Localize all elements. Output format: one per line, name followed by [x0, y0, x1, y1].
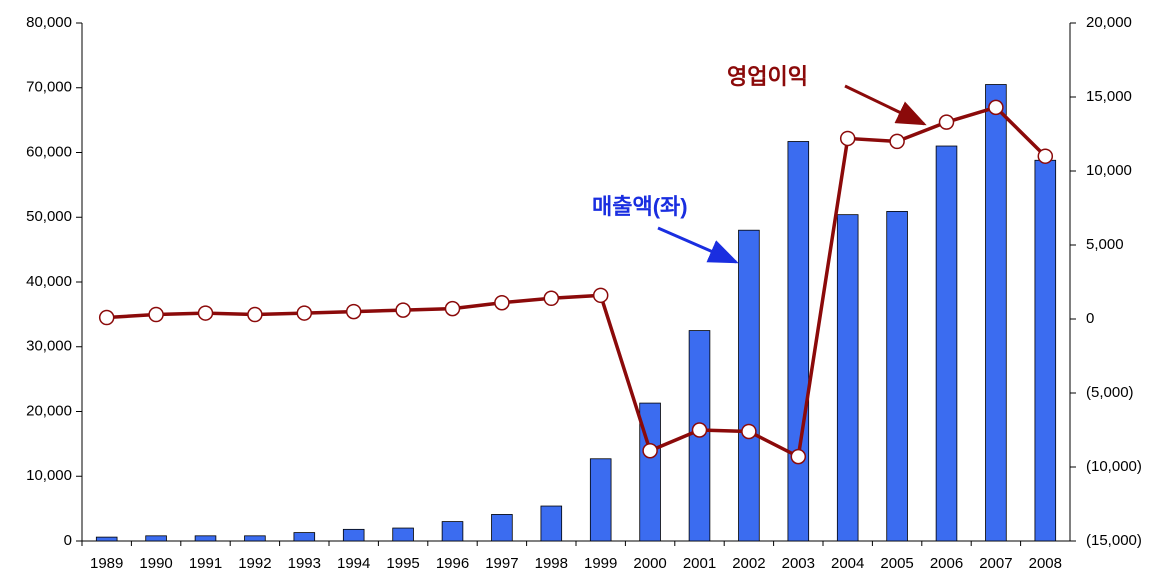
bar — [293, 532, 316, 542]
bar — [985, 84, 1007, 542]
bar — [244, 535, 266, 542]
x-tick-label: 2000 — [633, 555, 666, 572]
x-tick-label: 2007 — [979, 555, 1012, 572]
bar — [886, 211, 908, 542]
bar — [540, 505, 563, 542]
series-annotation: 영업이익 — [727, 64, 808, 89]
annotation-arrow — [657, 226, 739, 264]
annotation-arrow — [844, 84, 927, 126]
x-tick-label: 2005 — [880, 555, 913, 572]
x-tick-label: 1997 — [485, 555, 518, 572]
x-tick-label: 1989 — [90, 555, 123, 572]
x-tick-label: 2006 — [930, 555, 963, 572]
point — [691, 422, 708, 438]
y2-tick-label: 5,000 — [1086, 236, 1124, 253]
bar — [836, 214, 859, 542]
x-tick-label: 2003 — [782, 555, 815, 572]
bar — [491, 514, 513, 542]
point — [247, 306, 263, 323]
x-tick-label: 1991 — [189, 555, 222, 572]
point — [741, 423, 757, 440]
y2-tick-label: 0 — [1086, 310, 1094, 327]
point — [1037, 148, 1054, 164]
x-tick-label: 2004 — [831, 555, 864, 572]
y-tick-label: 0 — [64, 532, 72, 549]
bar — [935, 145, 958, 542]
bar — [441, 521, 464, 542]
bar — [194, 535, 217, 542]
bar — [738, 229, 760, 542]
y-tick-label: 20,000 — [26, 402, 72, 419]
bar — [342, 528, 365, 542]
line — [106, 105, 1047, 460]
y2-tick-label: (10,000) — [1086, 458, 1142, 475]
point — [296, 305, 313, 321]
point — [494, 294, 510, 311]
point — [988, 99, 1004, 116]
point — [839, 130, 856, 147]
point — [889, 133, 905, 150]
x-tick-label: 1993 — [288, 555, 321, 572]
point — [938, 114, 955, 130]
y-tick-label: 80,000 — [26, 14, 72, 31]
point — [790, 448, 807, 465]
y-tick-label: 40,000 — [26, 273, 72, 290]
point — [197, 305, 214, 321]
point — [444, 300, 461, 317]
y-tick-label: 50,000 — [26, 208, 72, 225]
y2-tick-label: (5,000) — [1086, 384, 1134, 401]
y2-tick-label: 10,000 — [1086, 162, 1132, 179]
x-tick-label: 2008 — [1029, 555, 1062, 572]
x-tick-label: 1996 — [436, 555, 469, 572]
point — [642, 442, 658, 459]
x-tick-label: 1995 — [386, 555, 419, 572]
x-tick-label: 1994 — [337, 555, 370, 572]
y2-tick-label: (15,000) — [1086, 532, 1142, 549]
point — [592, 287, 609, 304]
x-tick-label: 2002 — [732, 555, 765, 572]
x-tick-label: 1990 — [139, 555, 172, 572]
bar — [95, 536, 118, 542]
y2-tick-label: 20,000 — [1086, 14, 1132, 31]
bar — [145, 535, 167, 542]
y-tick-label: 60,000 — [26, 143, 72, 160]
x-tick-label: 2001 — [683, 555, 716, 572]
point — [345, 303, 362, 320]
point — [98, 309, 115, 326]
plot-area: 0 10,000 20,000 30,000 40,000 50,000 60,000 70,… — [26, 14, 1142, 572]
y-tick-label: 30,000 — [26, 338, 72, 355]
y-tick-label: 10,000 — [26, 467, 72, 484]
bar — [1034, 159, 1057, 542]
point — [543, 290, 560, 307]
bar — [589, 458, 612, 542]
x-tick-label: 1998 — [535, 555, 568, 572]
bar — [787, 141, 810, 542]
series-annotation: 매출액(좌) — [592, 194, 688, 219]
bar — [392, 527, 414, 542]
y-tick-label: 70,000 — [26, 79, 72, 96]
x-tick-label: 1992 — [238, 555, 271, 572]
y2-tick-label: 15,000 — [1086, 88, 1132, 105]
point — [148, 306, 164, 323]
x-tick-label: 1999 — [584, 555, 617, 572]
point — [395, 302, 411, 318]
